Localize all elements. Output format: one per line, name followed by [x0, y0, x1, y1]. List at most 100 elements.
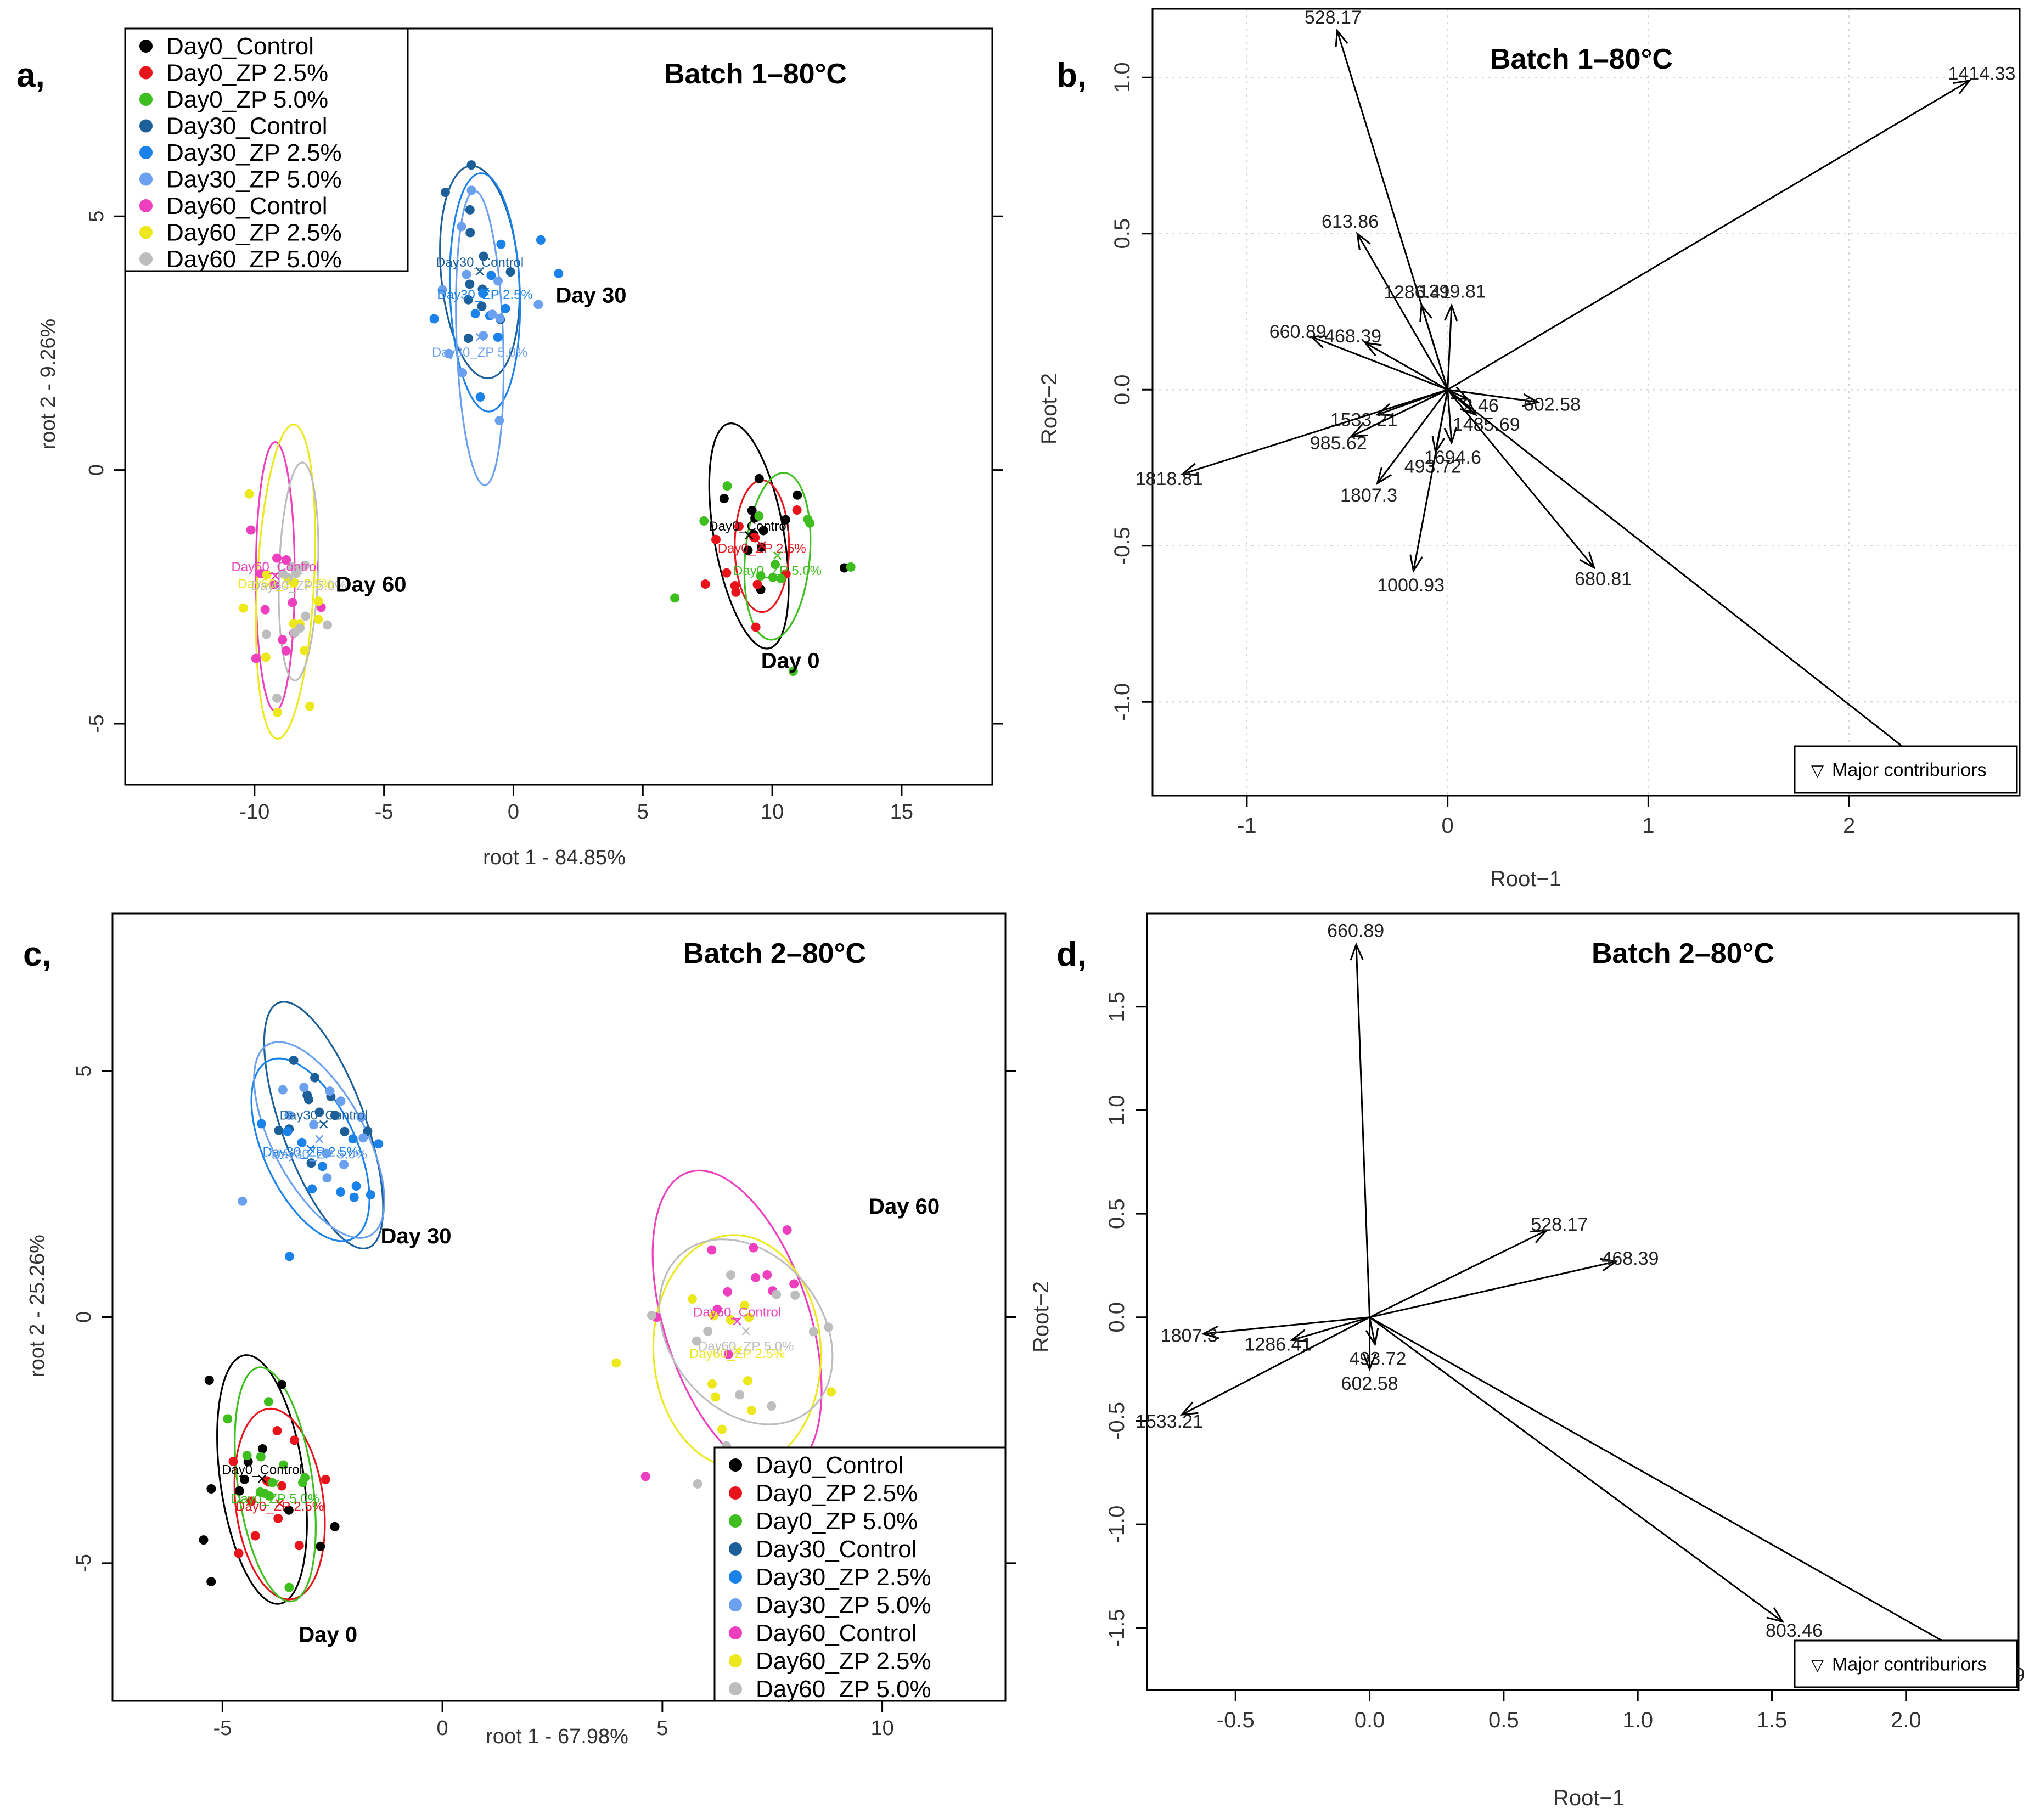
data-point — [322, 1173, 332, 1183]
arrow-head — [1289, 1329, 1308, 1343]
confidence-ellipse-Day30-ZP-2-5- — [448, 172, 521, 413]
confidence-ellipse-Day30-Control — [263, 1001, 384, 1250]
panel-c-label: c, — [23, 936, 52, 973]
data-point — [238, 1196, 248, 1206]
arrow-head — [1579, 551, 1596, 570]
data-point — [244, 489, 254, 499]
data-point — [272, 553, 282, 563]
panel-b-x-label: Root−1 — [1490, 867, 1561, 891]
data-point — [330, 1522, 340, 1531]
data-point — [206, 1577, 216, 1587]
panel-c-title: Batch 2–80°C — [683, 938, 866, 970]
legend-swatch — [729, 1654, 742, 1667]
data-point — [234, 1486, 244, 1496]
data-point — [295, 623, 305, 633]
data-point — [199, 1535, 209, 1545]
data-point — [242, 1451, 252, 1461]
data-point — [692, 1336, 701, 1346]
loading-label: 1807.3 — [1161, 1326, 1218, 1346]
loading-label: 1286.41 — [1244, 1334, 1312, 1355]
panel-b-title: Batch 1–80°C — [1490, 43, 1673, 75]
data-point — [251, 653, 261, 663]
data-point — [477, 301, 487, 311]
confidence-ellipse-Day60-ZP-2-5- — [255, 424, 316, 740]
arrow-head — [1419, 303, 1433, 322]
centroid-label: Day0_ZP 2.5% — [235, 1499, 324, 1514]
data-point — [693, 1479, 702, 1489]
data-point — [751, 1272, 761, 1282]
data-point — [792, 505, 802, 515]
y-tick-label: 0.0 — [1110, 374, 1134, 405]
centroid-marker: × — [474, 261, 485, 282]
loading-arrow — [1447, 390, 1453, 443]
data-point — [734, 521, 744, 531]
loading-arrow — [1447, 389, 1595, 568]
data-point — [846, 562, 856, 572]
x-tick-label: 5 — [656, 1717, 668, 1740]
arrow-head — [1181, 463, 1199, 476]
legend-entry: Day60_ZP 2.5% — [166, 219, 342, 246]
x-tick-label: -5 — [375, 801, 394, 824]
loading-label: 803.46 — [1766, 1620, 1823, 1641]
centroid-marker: × — [772, 545, 783, 566]
data-point — [261, 652, 271, 662]
data-point — [284, 1252, 294, 1261]
loading-label: 613.86 — [1322, 211, 1379, 232]
legend-swatch — [139, 40, 153, 53]
data-point — [313, 615, 323, 624]
data-point — [756, 542, 766, 552]
loading-label: 680.81 — [1575, 569, 1632, 590]
data-point — [751, 622, 761, 632]
centroid-label: Day30_ZP 2.5% — [437, 288, 532, 302]
data-point — [700, 579, 710, 589]
data-point — [238, 603, 248, 613]
data-point — [647, 1310, 656, 1320]
legend-swatch — [139, 252, 153, 266]
data-point — [294, 1541, 304, 1551]
data-point — [808, 1327, 818, 1337]
data-point — [743, 545, 753, 555]
data-point — [250, 1531, 260, 1541]
loading-arrow — [1369, 1260, 1617, 1318]
x-tick-label: 10 — [761, 801, 784, 824]
loading-label: 528.17 — [1305, 7, 1362, 28]
data-point — [272, 1426, 282, 1436]
legend-entry: Day0_Control — [166, 33, 314, 60]
data-point — [458, 368, 468, 378]
data-point — [316, 1541, 325, 1551]
loading-label: 468.39 — [1601, 1248, 1659, 1269]
legend-swatch — [139, 146, 153, 159]
y-tick-label: 0 — [72, 1311, 95, 1323]
arrow-head — [1600, 1258, 1619, 1272]
data-point — [288, 598, 297, 607]
panel-a-title: Batch 1–80°C — [664, 58, 847, 90]
data-point — [340, 1126, 350, 1136]
data-point — [479, 331, 488, 341]
data-point — [780, 515, 790, 525]
data-point — [283, 1126, 293, 1136]
arrow-head — [1376, 467, 1392, 486]
data-point — [699, 516, 709, 526]
x-tick-label: 0 — [508, 801, 519, 824]
y-tick-label: -5 — [85, 714, 108, 733]
legend-entry: Day30_Control — [166, 113, 328, 140]
legend-swatch — [139, 119, 153, 133]
data-point — [356, 1112, 366, 1122]
data-point — [827, 1387, 836, 1397]
data-point — [289, 1055, 299, 1065]
arrow-head — [1530, 1229, 1549, 1243]
data-point — [493, 333, 503, 342]
data-point — [465, 228, 475, 238]
x-tick-label: 0 — [437, 1717, 448, 1740]
data-point — [348, 1134, 358, 1144]
data-point — [261, 629, 271, 639]
data-point — [805, 518, 815, 528]
centroid-label: Day0_Control — [709, 519, 789, 534]
legend-entry: Day60_ZP 5.0% — [166, 246, 342, 273]
y-tick-label: 0.5 — [1110, 218, 1134, 249]
data-point — [496, 239, 506, 249]
panel-d-biplot: Batch 2–80°C Root−1 Root−2 -0.5 0.0 0.5 1.0… — [1029, 912, 2025, 1810]
panel-a-y-label: root 2 - 9.26% — [37, 319, 60, 450]
data-point — [206, 1484, 216, 1494]
data-point — [277, 1481, 286, 1491]
